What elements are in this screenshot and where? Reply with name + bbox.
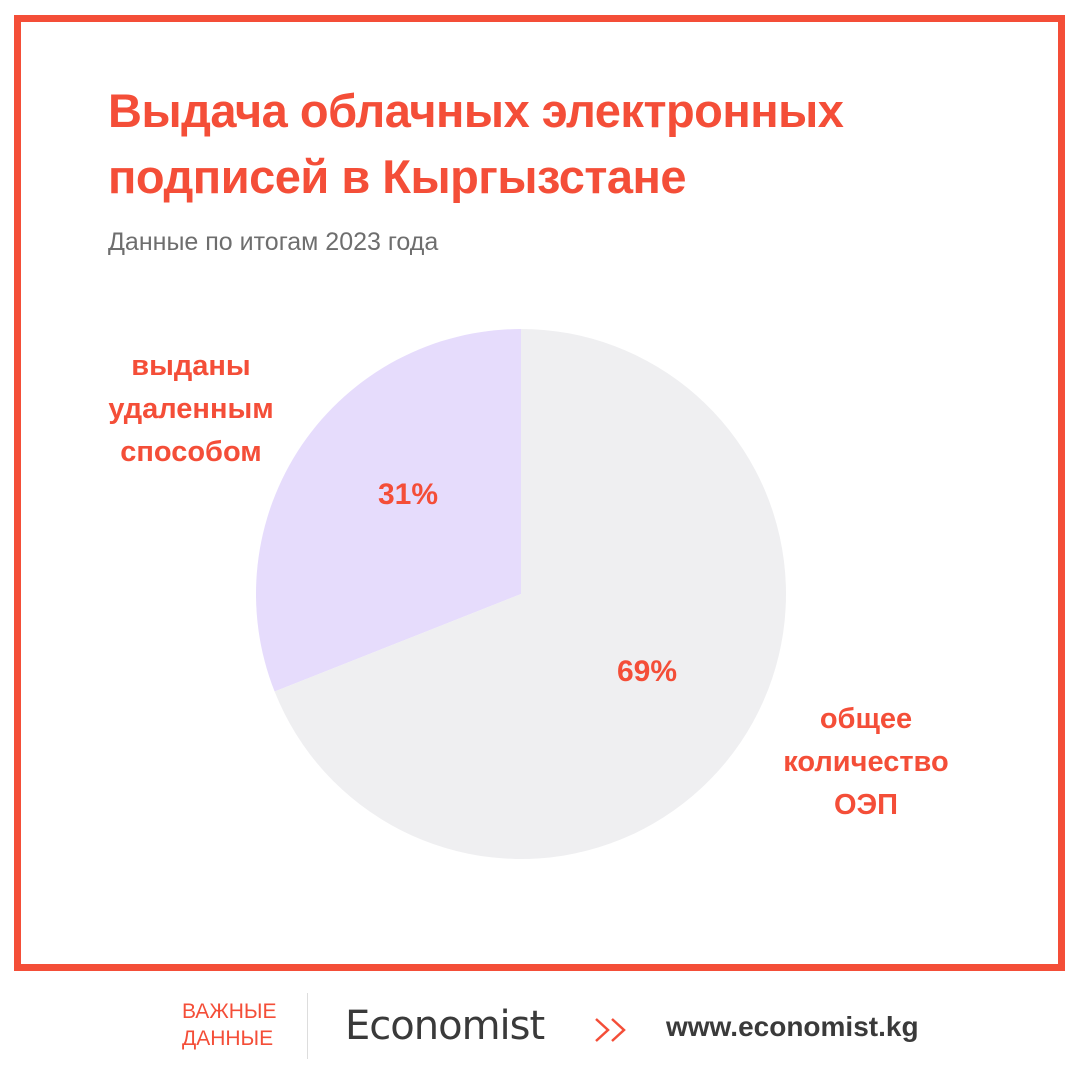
pie-slice-remote xyxy=(256,329,521,692)
footer-tag-line-1: ВАЖНЫЕ xyxy=(182,1000,277,1023)
slice-label-remote-line-2: удаленным xyxy=(108,393,274,425)
slice-label-remote-line-1: выданы xyxy=(131,350,251,382)
economist-logo: Economist xyxy=(345,1003,545,1053)
footer-divider xyxy=(307,993,308,1059)
slice-value-label-total: 69% xyxy=(617,655,678,688)
chart-title: Выдача облачных электронных подписей в К… xyxy=(108,78,988,210)
slice-value-label-remote: 31% xyxy=(378,478,439,511)
slice-label-total-line-2: количество xyxy=(783,746,949,778)
pie-chart xyxy=(256,329,786,859)
double-chevron-right-icon xyxy=(595,1018,626,1042)
footer: ВАЖНЫЕ ДАННЫЕ Economist www.economist.kg xyxy=(0,985,1080,1080)
footer-tag: ВАЖНЫЕ ДАННЫЕ xyxy=(182,998,276,1052)
footer-tag-line-2: ДАННЫЕ xyxy=(182,1027,274,1050)
slice-label-total-line-3: ОЭП xyxy=(833,789,899,821)
website-url: www.economist.kg xyxy=(666,1011,919,1042)
title-line-1: Выдача облачных электронных xyxy=(108,84,844,137)
slice-label-remote: выданы удаленным способом xyxy=(96,345,286,474)
title-line-2: подписей в Кыргызстане xyxy=(108,150,687,203)
logo-text: Economist xyxy=(345,1003,545,1049)
slice-label-remote-line-3: способом xyxy=(120,436,262,468)
chart-subtitle: Данные по итогам 2023 года xyxy=(108,228,439,256)
slice-label-total: общее количество ОЭП xyxy=(768,698,964,827)
slice-label-total-line-1: общее xyxy=(819,703,913,735)
pie-slice-total xyxy=(274,329,786,859)
